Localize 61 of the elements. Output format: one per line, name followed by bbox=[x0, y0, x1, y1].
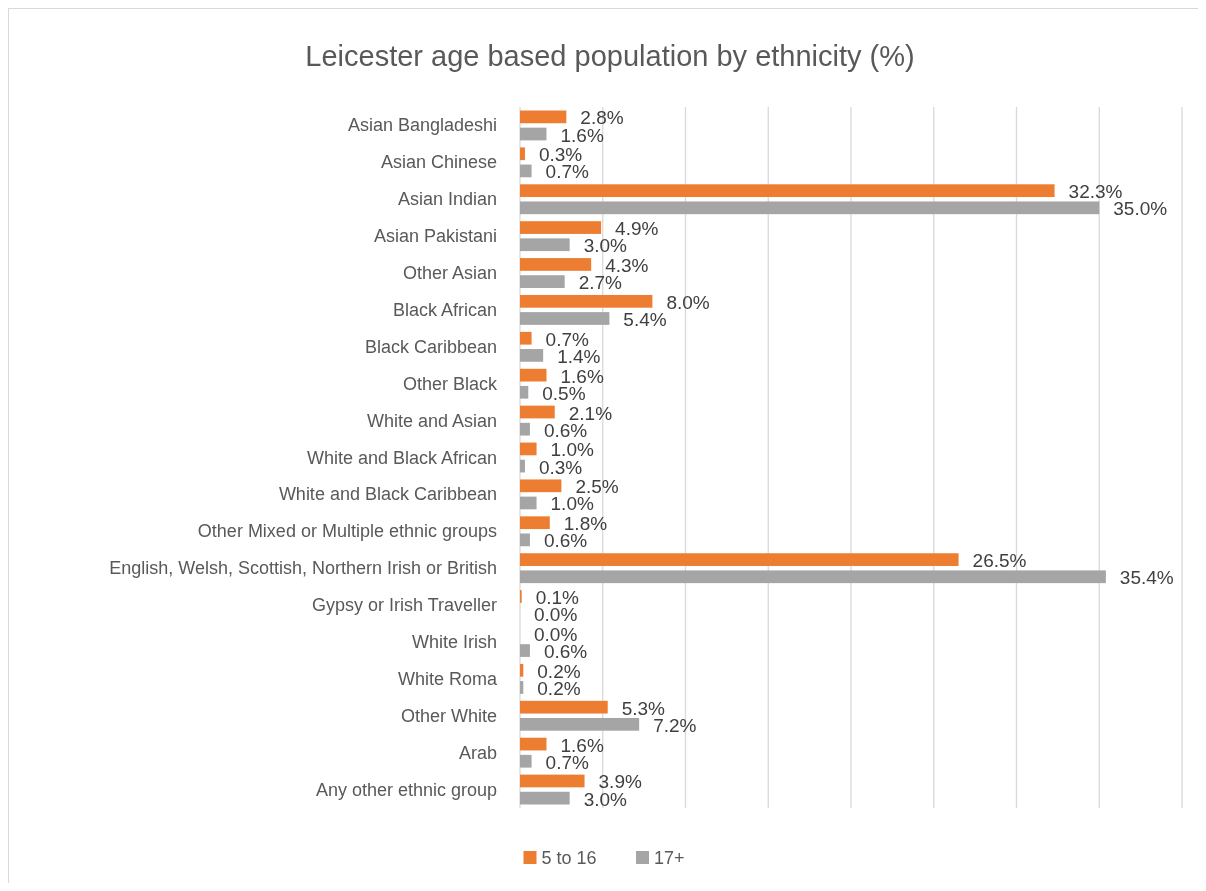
bar bbox=[520, 147, 525, 161]
y-tick-label: Asian Chinese bbox=[380, 152, 497, 173]
bar bbox=[520, 422, 530, 436]
y-tick-label: Black African bbox=[392, 299, 497, 320]
bar bbox=[520, 459, 525, 473]
bar bbox=[520, 312, 610, 325]
y-tick-label: Black Caribbean bbox=[364, 336, 497, 357]
legend-label: 17+ bbox=[654, 848, 685, 868]
bar bbox=[520, 533, 530, 547]
y-tick-label: White Roma bbox=[397, 668, 498, 689]
bar bbox=[520, 275, 565, 288]
bar bbox=[520, 737, 547, 751]
bar bbox=[520, 553, 959, 566]
bar bbox=[520, 184, 1055, 198]
bar bbox=[520, 479, 562, 493]
bar bbox=[520, 681, 524, 694]
bar bbox=[520, 570, 1106, 584]
y-tick-label: Gypsy or Irish Traveller bbox=[311, 595, 497, 616]
y-tick-label: Other Black bbox=[402, 373, 498, 394]
y-tick-label: Asian Indian bbox=[397, 189, 497, 210]
bar bbox=[520, 717, 640, 731]
bar bbox=[520, 331, 532, 345]
bar bbox=[520, 442, 537, 456]
bar bbox=[520, 385, 529, 399]
bar bbox=[520, 774, 585, 788]
bar bbox=[520, 349, 544, 362]
bar bbox=[520, 496, 537, 510]
chart-title: Leicester age based population by ethnicity (%) bbox=[305, 40, 915, 72]
bar bbox=[520, 516, 550, 530]
y-tick-label: White and Black African bbox=[306, 447, 497, 468]
y-tick-label: White and Black Caribbean bbox=[278, 484, 497, 505]
y-tick-label: Asian Bangladeshi bbox=[347, 115, 497, 136]
bar bbox=[520, 221, 602, 234]
y-tick-label: White and Asian bbox=[366, 410, 497, 431]
bar bbox=[520, 258, 592, 271]
bar bbox=[520, 294, 653, 308]
y-tick-label: Other White bbox=[400, 705, 497, 726]
bar bbox=[520, 644, 530, 657]
bar bbox=[520, 791, 570, 805]
bar bbox=[520, 127, 547, 141]
bar bbox=[520, 405, 555, 419]
data-label: 35.4% bbox=[1119, 567, 1174, 589]
y-tick-label: Other Mixed or Multiple ethnic groups bbox=[197, 521, 497, 542]
bar bbox=[520, 164, 532, 178]
bar bbox=[520, 201, 1100, 215]
y-tick-label: Arab bbox=[458, 742, 497, 763]
bar bbox=[520, 238, 570, 252]
bar bbox=[520, 368, 547, 382]
bar bbox=[520, 663, 524, 677]
bar bbox=[520, 700, 608, 714]
y-tick-label: White Irish bbox=[411, 631, 497, 652]
data-label: 5.4% bbox=[623, 309, 667, 330]
y-tick-label: English, Welsh, Scottish, Northern Irish or British bbox=[109, 558, 497, 579]
y-tick-label: Asian Pakistani bbox=[373, 226, 497, 247]
data-label: 26.5% bbox=[972, 550, 1027, 572]
bar bbox=[520, 754, 532, 768]
y-tick-label: Any other ethnic group bbox=[315, 779, 497, 800]
data-label: 8.0% bbox=[666, 291, 710, 313]
bar bbox=[520, 110, 567, 124]
legend-label: 5 to 16 bbox=[541, 848, 597, 868]
y-tick-label: Other Asian bbox=[402, 263, 497, 284]
